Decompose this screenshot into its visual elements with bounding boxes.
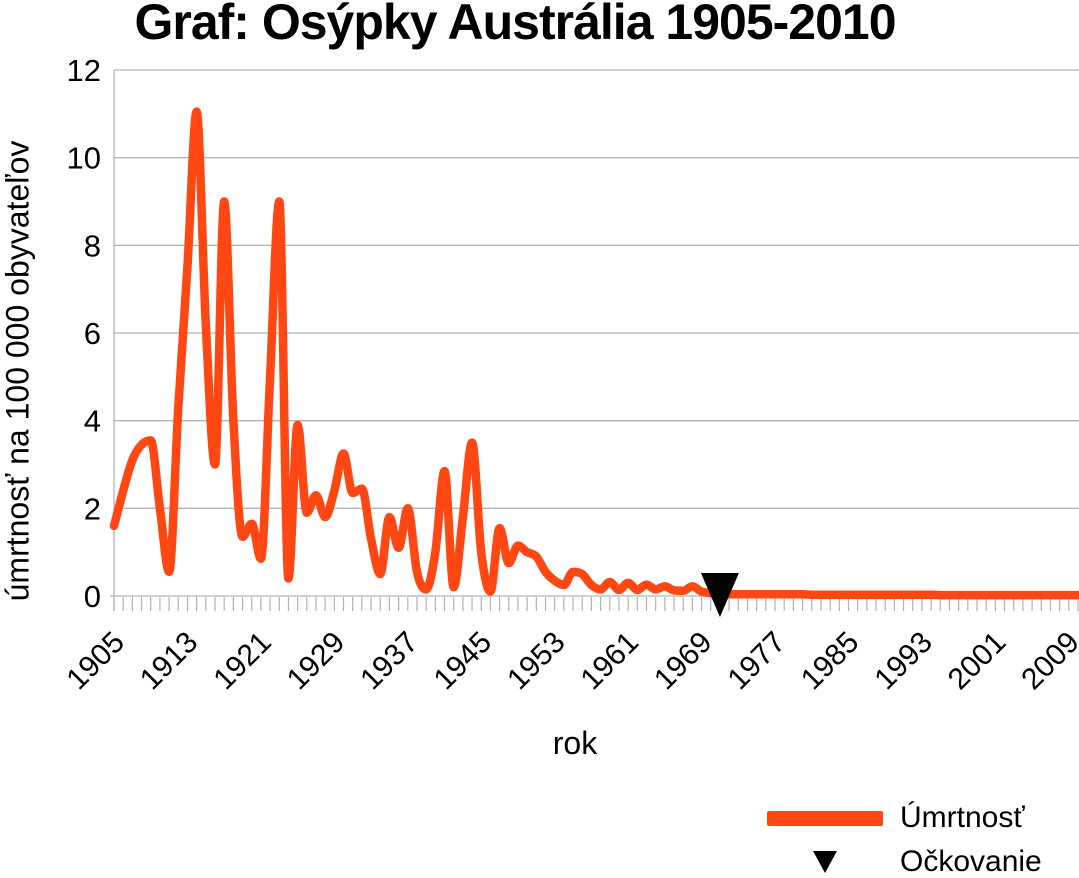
x-tick-label: 1929 xyxy=(281,626,352,697)
x-tick-label: 1921 xyxy=(207,626,278,697)
x-tick-label: 1969 xyxy=(648,626,719,697)
y-tick-label: 4 xyxy=(84,404,101,439)
x-tick-label: 1953 xyxy=(501,626,572,697)
x-tick-label: 1913 xyxy=(134,626,205,697)
legend: Úmrtnosť Očkovanie xyxy=(767,796,1042,878)
x-tick-label: 1945 xyxy=(428,626,499,697)
x-tick-label: 1961 xyxy=(575,626,646,697)
y-tick-label: 2 xyxy=(84,491,101,526)
x-tick-label: 1937 xyxy=(354,626,425,697)
legend-item-mortality: Úmrtnosť xyxy=(767,796,1042,840)
x-tick-label: 1977 xyxy=(721,626,792,697)
x-tick-label: 1985 xyxy=(795,626,866,697)
y-tick-label: 10 xyxy=(67,141,101,176)
y-tick-label: 8 xyxy=(84,228,101,263)
legend-item-vaccination: Očkovanie xyxy=(767,840,1042,878)
mortality-line-swatch xyxy=(767,810,883,826)
y-tick-label: 0 xyxy=(84,579,101,614)
legend-key-cell xyxy=(767,810,900,826)
legend-vaccination-label: Očkovanie xyxy=(900,845,1042,878)
vaccination-marker xyxy=(700,573,739,617)
x-tick-label: 2001 xyxy=(942,626,1013,697)
y-tick-label: 6 xyxy=(84,316,101,351)
x-tick-label: 2009 xyxy=(1015,626,1079,697)
page-title: Graf: Osýpky Austrália 1905-2010 xyxy=(134,0,896,50)
triangle-down-icon xyxy=(813,851,837,873)
legend-mortality-label: Úmrtnosť xyxy=(900,801,1025,834)
y-axis-title: úmrtnosť na 100 000 obyvateľov xyxy=(0,140,36,602)
x-axis-title: rok xyxy=(552,725,598,761)
legend-key-cell xyxy=(767,851,900,873)
y-tick-label: 12 xyxy=(67,53,101,88)
x-tick-label: 1993 xyxy=(868,626,939,697)
x-tick-label: 1905 xyxy=(60,626,131,697)
mortality-line xyxy=(109,107,1079,600)
